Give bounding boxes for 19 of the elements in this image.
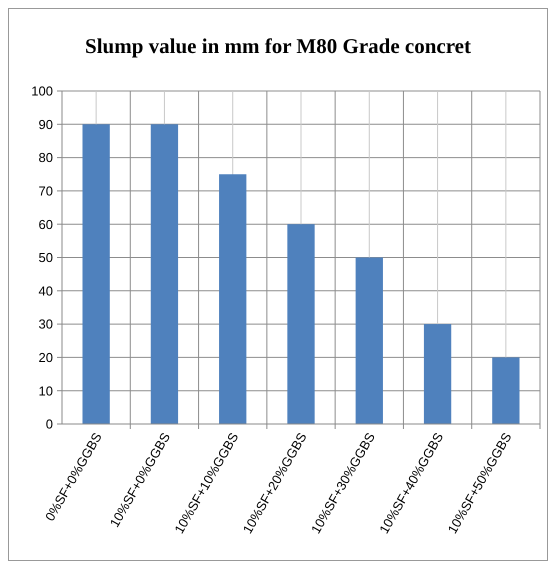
y-tick-label: 90 bbox=[38, 116, 53, 132]
bar bbox=[82, 124, 110, 424]
y-tick-label: 70 bbox=[38, 183, 53, 198]
y-tick-label: 20 bbox=[38, 350, 53, 365]
bar bbox=[287, 224, 315, 424]
y-tick-label: 100 bbox=[31, 84, 53, 99]
y-tick-label: 30 bbox=[38, 316, 53, 332]
bar bbox=[356, 258, 383, 424]
y-tick-label: 40 bbox=[38, 283, 53, 298]
y-tick-label: 10 bbox=[38, 383, 53, 398]
bar bbox=[150, 124, 178, 424]
chart-title: Slump value in mm for M80 Grade concret bbox=[85, 34, 471, 58]
bar bbox=[424, 324, 452, 424]
bar bbox=[219, 174, 246, 424]
bar bbox=[492, 357, 520, 424]
y-tick-label: 60 bbox=[38, 216, 53, 232]
y-tick-label: 80 bbox=[38, 150, 53, 166]
y-tick-label: 0 bbox=[46, 416, 53, 432]
y-tick-label: 50 bbox=[38, 250, 53, 266]
